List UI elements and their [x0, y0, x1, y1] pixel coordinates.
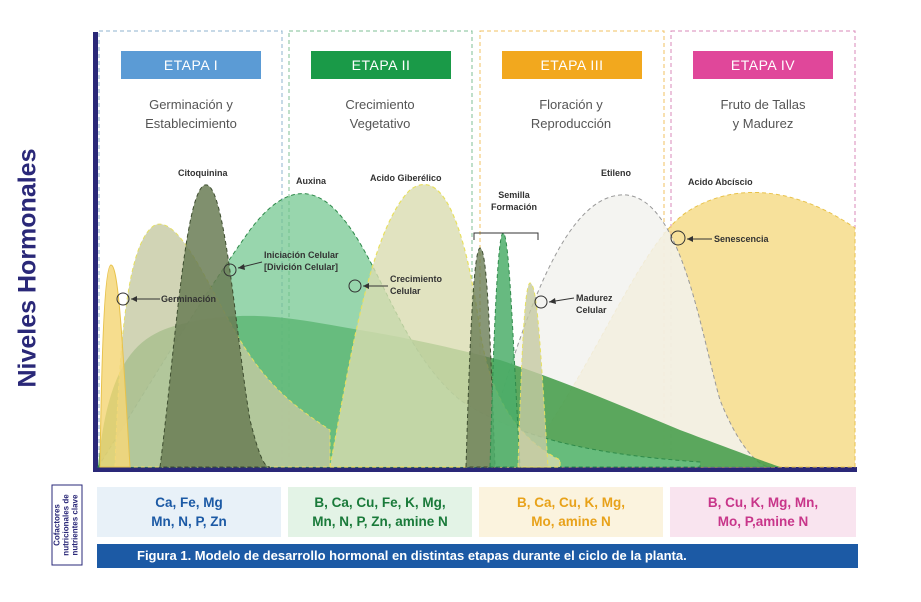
curve-seed-spike-3 — [517, 282, 549, 468]
seed-bracket — [473, 232, 539, 240]
nutrients-stage-4: B, Cu, K, Mg, Mn, Mo, P,amine N — [670, 487, 856, 537]
marker-germinacion — [116, 292, 130, 306]
nutrients-stage-1: Ca, Fe, Mg Mn, N, P, Zn — [97, 487, 281, 537]
stage-1-badge: ETAPA I — [121, 51, 261, 79]
marker-madurez — [534, 295, 548, 309]
stage-4-badge: ETAPA IV — [693, 51, 833, 79]
arrowhead-iniciacion — [238, 264, 245, 270]
label-senescencia: Senescencia — [714, 234, 769, 244]
marker-iniciacion — [223, 263, 237, 277]
label-iniciacion-celular: Iniciación Celular [Divición Celular] — [264, 250, 339, 272]
arrowhead-senescencia — [687, 236, 693, 242]
label-auxina: Auxina — [296, 176, 327, 186]
label-germinacion: Germinación — [161, 294, 217, 304]
arrowhead-crecimiento — [363, 283, 369, 289]
nutrient-side-frame — [51, 484, 83, 566]
arrowhead-madurez — [549, 298, 556, 304]
label-etileno: Etileno — [601, 168, 632, 178]
stage-2-description: Crecimiento Vegetativo — [345, 97, 415, 131]
arrowhead-germinacion — [131, 296, 137, 302]
x-axis-line — [93, 467, 857, 472]
marker-senescencia — [670, 230, 686, 246]
curve-early-spike — [99, 264, 131, 468]
stage-2-badge: ETAPA II — [311, 51, 451, 79]
curve-citoquinina — [159, 184, 271, 468]
stage-4-description: Fruto de Tallas y Madurez — [720, 97, 806, 131]
marker-crecimiento — [348, 279, 362, 293]
label-acido-giberelico: Acido Giberélico — [370, 173, 442, 183]
label-acido-abscisico: Acido Abcíscio — [688, 177, 753, 187]
label-semilla-formacion: Semilla Formación — [490, 190, 537, 212]
nutrients-stage-2: B, Ca, Cu, Fe, K, Mg, Mn, N, P, Zn, amin… — [288, 487, 472, 537]
label-madurez-celular: Madurez Celular — [576, 293, 613, 315]
label-citoquinina: Citoquinina — [178, 168, 228, 178]
nutrients-stage-3: B, Ca, Cu, K, Mg, Mo, amine N — [479, 487, 663, 537]
curve-seed-spike-2 — [489, 232, 521, 468]
figure-caption: Figura 1. Modelo de desarrollo hormonal … — [97, 544, 858, 568]
stage-3-badge: ETAPA III — [502, 51, 642, 79]
stage-3-description: Floración y Reproducción — [530, 97, 612, 131]
curve-seed-spike-1 — [465, 247, 496, 468]
stage-1-description: Germinación y Establecimiento — [145, 97, 237, 131]
y-axis-line — [93, 32, 98, 471]
label-crecimiento-celular: Crecimiento Celular — [390, 274, 443, 296]
